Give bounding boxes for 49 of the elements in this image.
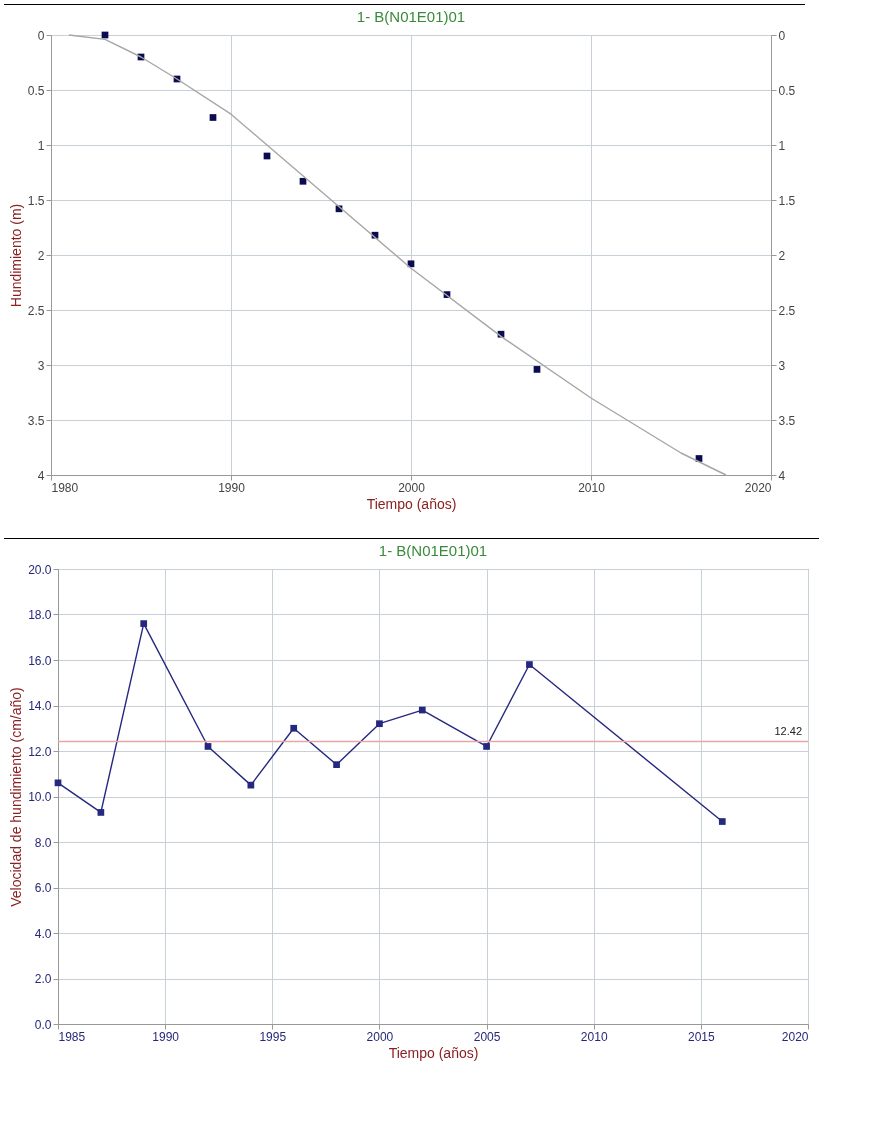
x-tick-label: 1985 xyxy=(58,1029,86,1044)
y2-tick-label: 2 xyxy=(778,248,786,263)
y2-tick-label: 1 xyxy=(778,138,786,153)
x-axis-title: Tiempo (años) xyxy=(388,1044,479,1061)
y-tick-label: 0 xyxy=(37,28,45,43)
x-tick-label: 1980 xyxy=(51,480,79,495)
x-tick-label: 2020 xyxy=(781,1029,809,1044)
x-tick-label: 2005 xyxy=(473,1029,501,1044)
y2-tick-label: 0.5 xyxy=(778,83,796,98)
x-axis-title: Tiempo (años) xyxy=(366,495,457,512)
y-tick-label: 6.0 xyxy=(34,881,52,895)
y-tick-label: 4.0 xyxy=(34,926,52,941)
y2-tick-label: 1.5 xyxy=(778,193,796,208)
x-tick-label: 2010 xyxy=(580,1029,608,1044)
y-tick-label: 0.0 xyxy=(34,1017,52,1032)
x-tick-label: 1990 xyxy=(218,480,246,495)
y-tick-label: 14.0 xyxy=(28,699,52,713)
y2-tick-label: 3 xyxy=(778,358,786,373)
y-tick-label: 10.0 xyxy=(28,790,52,804)
x-tick-label: 2020 xyxy=(744,480,772,495)
chart-title: 1- B(N01E01)01 xyxy=(378,542,488,559)
y-axis-title: Hundimiento (m) xyxy=(7,203,24,308)
y-tick-label: 20.0 xyxy=(28,562,52,577)
y2-tick-label: 3.5 xyxy=(778,413,796,428)
chart-title: 1- B(N01E01)01 xyxy=(356,8,466,25)
y2-tick-label: 0 xyxy=(778,28,786,43)
y-tick-label: 3 xyxy=(37,358,45,373)
y-tick-label: 16.0 xyxy=(28,653,52,668)
y-tick-label: 2.5 xyxy=(27,303,45,318)
y-tick-label: 18.0 xyxy=(28,608,52,622)
y-tick-label: 1.5 xyxy=(27,193,45,208)
y-tick-label: 0.5 xyxy=(27,83,45,98)
y-tick-label: 1 xyxy=(37,138,45,153)
y-tick-label: 4 xyxy=(37,468,45,483)
y-axis-title: Velocidad de hundimiento (cm/año) xyxy=(8,687,25,907)
y-tick-label: 8.0 xyxy=(34,835,52,850)
y-tick-label: 2.0 xyxy=(34,972,52,986)
x-tick-label: 2000 xyxy=(366,1029,394,1044)
x-tick-label: 2015 xyxy=(688,1029,716,1044)
y2-tick-label: 4 xyxy=(778,468,786,483)
x-tick-label: 2010 xyxy=(578,480,606,495)
ref-line-label: 12.42 xyxy=(774,725,802,738)
y-tick-label: 3.5 xyxy=(27,413,45,428)
y2-tick-label: 2.5 xyxy=(778,303,796,318)
y-tick-label: 12.0 xyxy=(28,744,52,759)
x-tick-label: 2000 xyxy=(398,480,426,495)
x-tick-label: 1995 xyxy=(259,1029,287,1044)
y-tick-label: 2 xyxy=(37,248,45,263)
x-tick-label: 1990 xyxy=(152,1029,180,1044)
